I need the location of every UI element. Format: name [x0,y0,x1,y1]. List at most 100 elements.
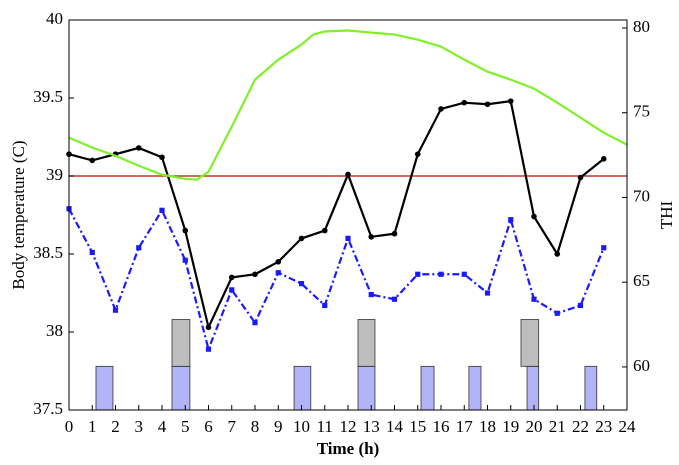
point [252,320,258,326]
x-tick-label: 18 [479,417,496,436]
y-tick-label: 38 [46,321,63,340]
x-tick-label: 2 [111,417,120,436]
point [89,249,95,256]
event-bar [584,365,598,411]
point [135,145,142,151]
event-bar [171,365,191,411]
x-tick-label: 13 [363,417,380,436]
event-bar [520,319,540,367]
point [507,98,514,104]
point [577,302,584,309]
y2-tick-label: 80 [633,17,650,36]
point [461,271,467,277]
series-line [68,99,605,331]
y-tick-label: 37.5 [33,399,63,418]
point [461,99,468,106]
event-bar [95,365,114,411]
x-tick-label: 10 [293,417,310,436]
plot-frame [68,19,628,411]
point [508,217,514,223]
x-axis-label: Time (h) [317,439,380,458]
point [345,235,351,241]
point [345,171,351,178]
point [228,274,235,281]
x-tick-label: 21 [549,417,566,436]
y-axis-label: Body temperature (C) [9,140,28,289]
point [484,290,491,296]
x-tick-label: 24 [619,417,637,436]
x-tick-label: 9 [274,417,283,436]
event-bar [357,365,376,411]
y2-tick-label: 65 [633,271,650,290]
point [368,291,374,298]
point [391,230,398,237]
x-tick-label: 20 [526,417,543,436]
y2-tick-label: 75 [633,102,650,121]
point [229,287,235,293]
point [554,310,560,316]
point [438,271,444,277]
x-tick-label: 4 [158,417,167,436]
point [205,324,212,331]
point [159,154,165,161]
point [112,307,119,313]
point [275,270,281,276]
series-line [68,29,628,181]
point [577,174,584,181]
point [298,235,305,242]
point [182,227,189,234]
x-tick-label: 19 [502,417,519,436]
point [414,151,421,157]
event-bar [468,365,482,411]
y2-axis-label: THI [657,201,676,230]
point [205,346,212,352]
point [159,207,165,213]
x-tick-label: 1 [88,417,97,436]
point [368,234,375,240]
point [321,227,328,234]
y-tick-label: 39.5 [33,87,63,106]
point [601,245,607,251]
point [182,257,188,263]
x-tick-label: 3 [135,417,144,436]
point [275,259,282,265]
x-tick-label: 22 [572,417,589,436]
event-bar [420,365,435,411]
point [531,213,537,220]
x-tick-label: 5 [181,417,190,436]
point [415,271,421,277]
y-tick-label: 38.5 [33,243,63,262]
point [484,101,491,108]
x-tick-label: 6 [204,417,213,436]
point [600,156,607,162]
point [252,271,258,278]
point [438,106,444,112]
event-bar [357,319,376,367]
x-tick-label: 7 [228,417,237,436]
x-tick-label: 14 [386,417,404,436]
x-tick-label: 17 [456,417,474,436]
y2-tick-label: 70 [633,186,650,205]
x-tick-label: 15 [409,417,426,436]
series-line [68,208,605,353]
y-tick-label: 40 [46,9,63,28]
point [136,245,142,251]
event-bar [293,365,312,411]
x-tick-label: 11 [317,417,333,436]
x-tick-label: 23 [595,417,612,436]
x-tick-label: 16 [433,417,450,436]
x-tick-label: 0 [65,417,74,436]
point [391,296,398,302]
point [298,281,305,287]
point [531,296,537,302]
point [322,302,328,309]
point [89,157,96,164]
point [554,251,561,257]
y2-tick-label: 60 [633,356,650,375]
x-tick-label: 8 [251,417,260,436]
event-bar [526,365,540,411]
event-bar [171,319,191,367]
y-tick-label: 39 [46,165,63,184]
